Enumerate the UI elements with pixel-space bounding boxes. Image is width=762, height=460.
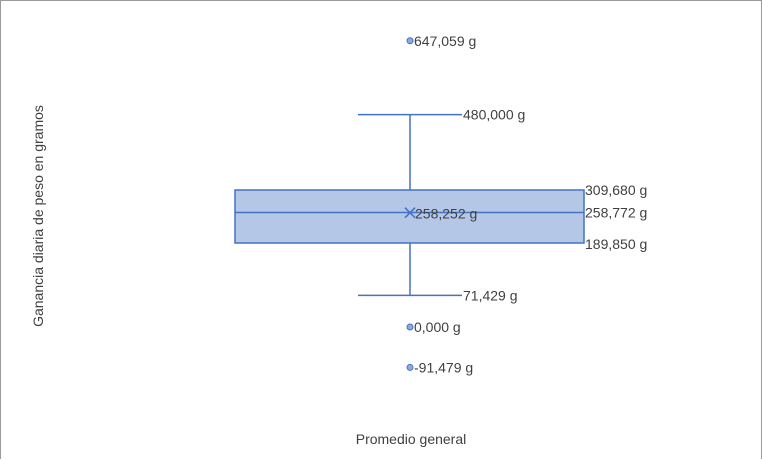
whisker-low-label: 71,429 g xyxy=(463,287,518,303)
y-axis-title: Ganancia diaria de peso en gramos xyxy=(30,105,46,327)
category-label: Promedio general xyxy=(356,431,467,447)
q1-label: 189,850 g xyxy=(585,236,647,252)
box-iqr xyxy=(234,189,585,244)
outlier-label: 0,000 g xyxy=(414,319,461,335)
outlier-point xyxy=(406,363,414,371)
whisker-high-label: 480,000 g xyxy=(463,107,525,123)
outlier-point xyxy=(406,323,414,331)
outlier-label: 647,059 g xyxy=(414,33,476,49)
outlier-point xyxy=(406,37,414,45)
mean-marker xyxy=(404,207,416,219)
q3-label: 309,680 g xyxy=(585,182,647,198)
median-label: 258,772 g xyxy=(585,205,647,221)
mean-label: 258,252 g xyxy=(415,206,477,222)
outlier-label: -91,479 g xyxy=(414,359,473,375)
